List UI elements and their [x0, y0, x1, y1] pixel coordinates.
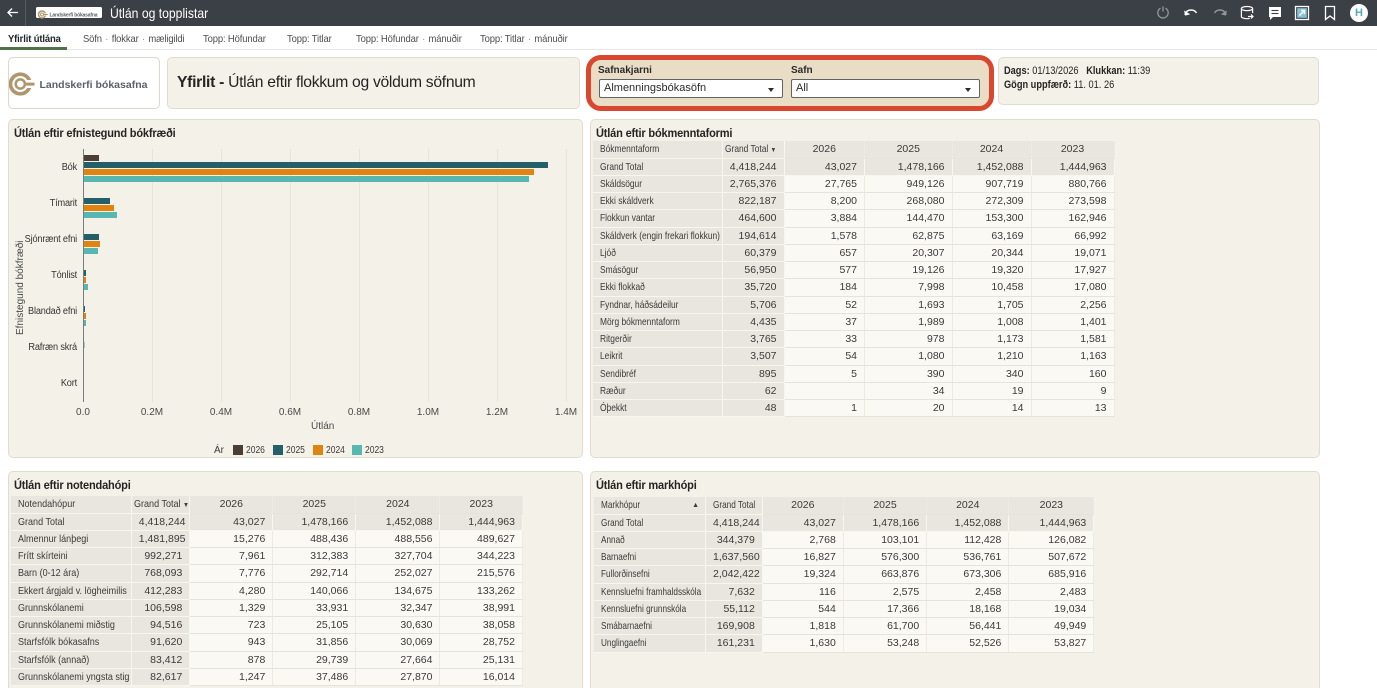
svg-text:Landskerfi bókasafna: Landskerfi bókasafna [49, 12, 97, 18]
svg-text:Landskerfi bókasafna: Landskerfi bókasafna [40, 79, 148, 91]
